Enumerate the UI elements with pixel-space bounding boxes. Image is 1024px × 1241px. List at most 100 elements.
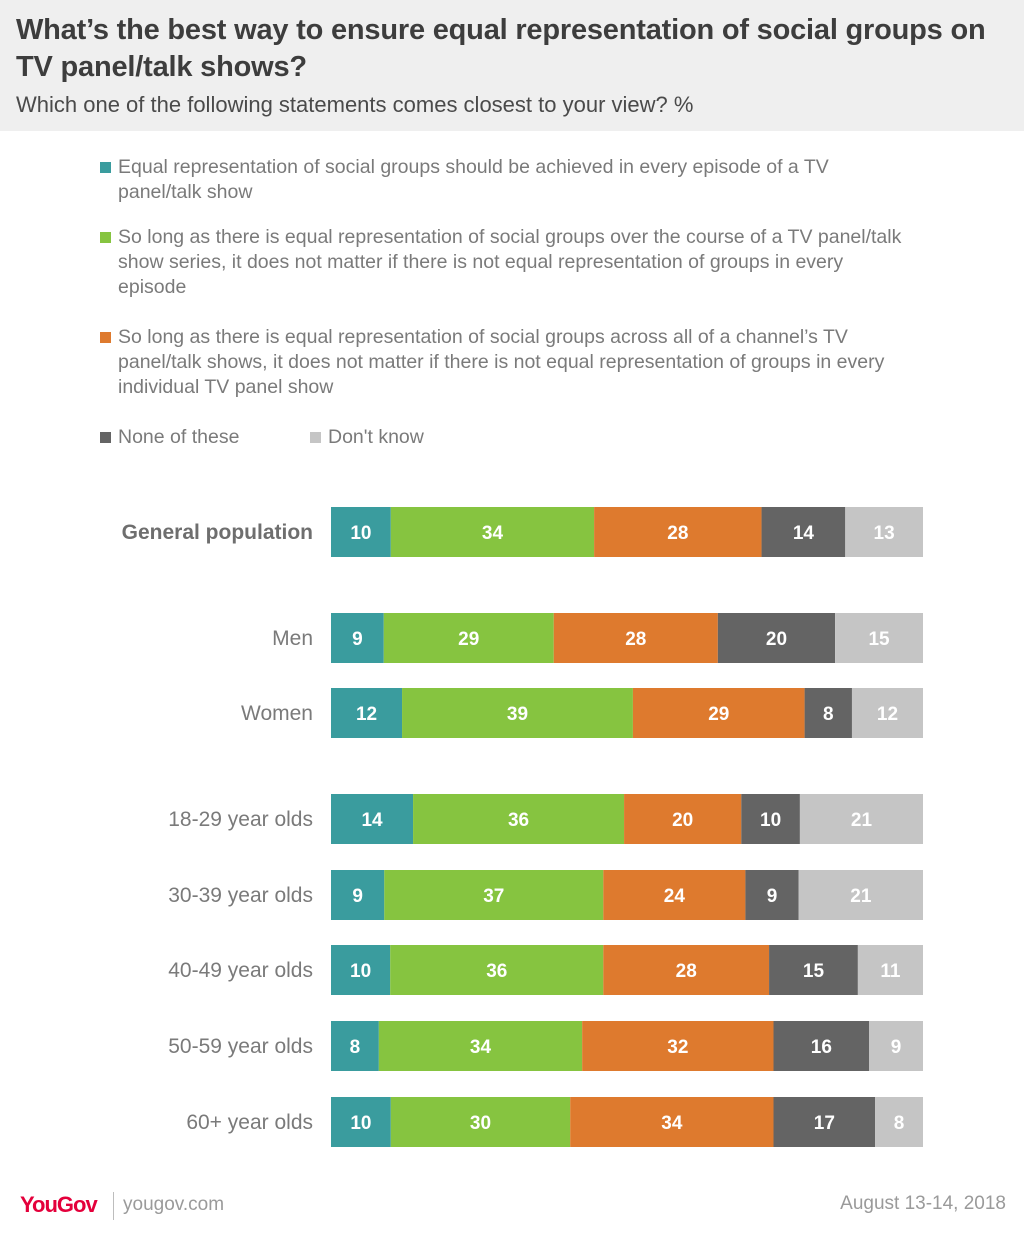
bar-segment [773,1021,870,1071]
data-label: 9 [891,1037,902,1058]
bar-segment [804,688,852,738]
data-label: 15 [803,961,825,982]
yougov-logo: YouGov [20,1192,98,1218]
bar-segment [331,870,385,920]
bar-segment [835,613,923,663]
bar-segment [603,870,746,920]
bar-segment [331,688,403,738]
data-label: 9 [352,629,363,650]
bar-segment [851,688,923,738]
legend-swatch [100,332,111,343]
category-label: General population [122,521,313,544]
legend-swatch [100,432,111,443]
data-label: 29 [458,629,479,650]
data-label: 21 [850,886,872,907]
bar-segment [761,507,846,557]
bar-segment [383,613,554,663]
legend-label: So long as there is equal representation… [118,326,885,398]
bar-segment [402,688,633,738]
data-label: 14 [793,523,815,544]
data-label: 37 [483,886,504,907]
data-label: 36 [486,961,507,982]
bar-segment [875,1097,923,1147]
bar-segment [717,613,836,663]
bar-segment [331,1097,391,1147]
data-label: 29 [708,704,729,725]
bar-segment [390,1097,571,1147]
data-label: 32 [667,1037,688,1058]
data-label: 30 [470,1113,491,1134]
legend-swatch [100,232,111,243]
legend-swatch [310,432,321,443]
bar-segment [603,945,770,995]
data-label: 10 [350,1113,371,1134]
category-label: 40-49 year olds [168,959,313,982]
legend-item-none: None of these [100,425,240,450]
bar-segment [624,794,742,844]
category-label: 30-39 year olds [168,884,313,907]
bar-segment [798,870,923,920]
bar-segment [745,870,799,920]
category-label: 18-29 year olds [168,808,313,831]
legend-label: Don't know [328,426,424,448]
bar-segment [741,794,800,844]
bar-segment [390,945,604,995]
bar-segment [632,688,805,738]
legend-item-series: So long as there is equal representation… [100,225,908,300]
footer-site[interactable]: yougov.com [123,1194,225,1215]
legend-label: So long as there is equal representation… [118,226,902,298]
bar-segment [594,507,762,557]
legend-item-channel: So long as there is equal representation… [100,325,908,400]
data-label: 9 [767,886,778,907]
data-label: 12 [356,704,377,725]
bar-segment [378,1021,583,1071]
bar-segment [799,794,923,844]
header-band: What’s the best way to ensure equal repr… [0,0,1024,131]
bar-segment [384,870,604,920]
data-label: 10 [350,523,371,544]
bar-segment [553,613,718,663]
bar-segment [331,507,391,557]
legend-label: Equal representation of social groups sh… [118,156,829,203]
data-label: 36 [508,810,529,831]
bar-segment [331,794,414,844]
data-label: 20 [672,810,693,831]
bar-segment [582,1021,774,1071]
footer-date: August 13-14, 2018 [840,1193,1006,1214]
data-label: 12 [877,704,898,725]
data-label: 8 [894,1113,905,1134]
category-label: 60+ year olds [186,1111,313,1134]
legend-label: None of these [118,426,240,448]
data-label: 28 [667,523,688,544]
data-label: 10 [350,961,371,982]
bar-segment [773,1097,876,1147]
chart-subtitle: Which one of the following statements co… [16,92,694,117]
data-label: 8 [350,1037,361,1058]
chart-title: What’s the best way to ensure equal repr… [16,14,986,83]
data-label: 28 [625,629,646,650]
bar-segment [570,1097,774,1147]
bar-segment [331,613,384,663]
footer-divider [113,1192,114,1220]
data-label: 34 [661,1113,683,1134]
bar-segment [869,1021,923,1071]
data-label: 24 [664,886,686,907]
data-label: 39 [507,704,528,725]
bar-segment [413,794,625,844]
data-label: 20 [766,629,787,650]
data-label: 34 [470,1037,492,1058]
data-label: 21 [851,810,873,831]
data-label: 16 [811,1037,832,1058]
data-label: 10 [760,810,781,831]
bar-segment [331,945,391,995]
bar-segment [857,945,923,995]
data-label: 34 [482,523,504,544]
data-label: 28 [676,961,697,982]
logo-gov: Gov [56,1192,98,1217]
legend-item-dont-know: Don't know [310,425,424,450]
bar-segment [845,507,923,557]
category-label: 50-59 year olds [168,1035,313,1058]
data-label: 15 [868,629,890,650]
legend-item-every-episode: Equal representation of social groups sh… [100,155,908,205]
